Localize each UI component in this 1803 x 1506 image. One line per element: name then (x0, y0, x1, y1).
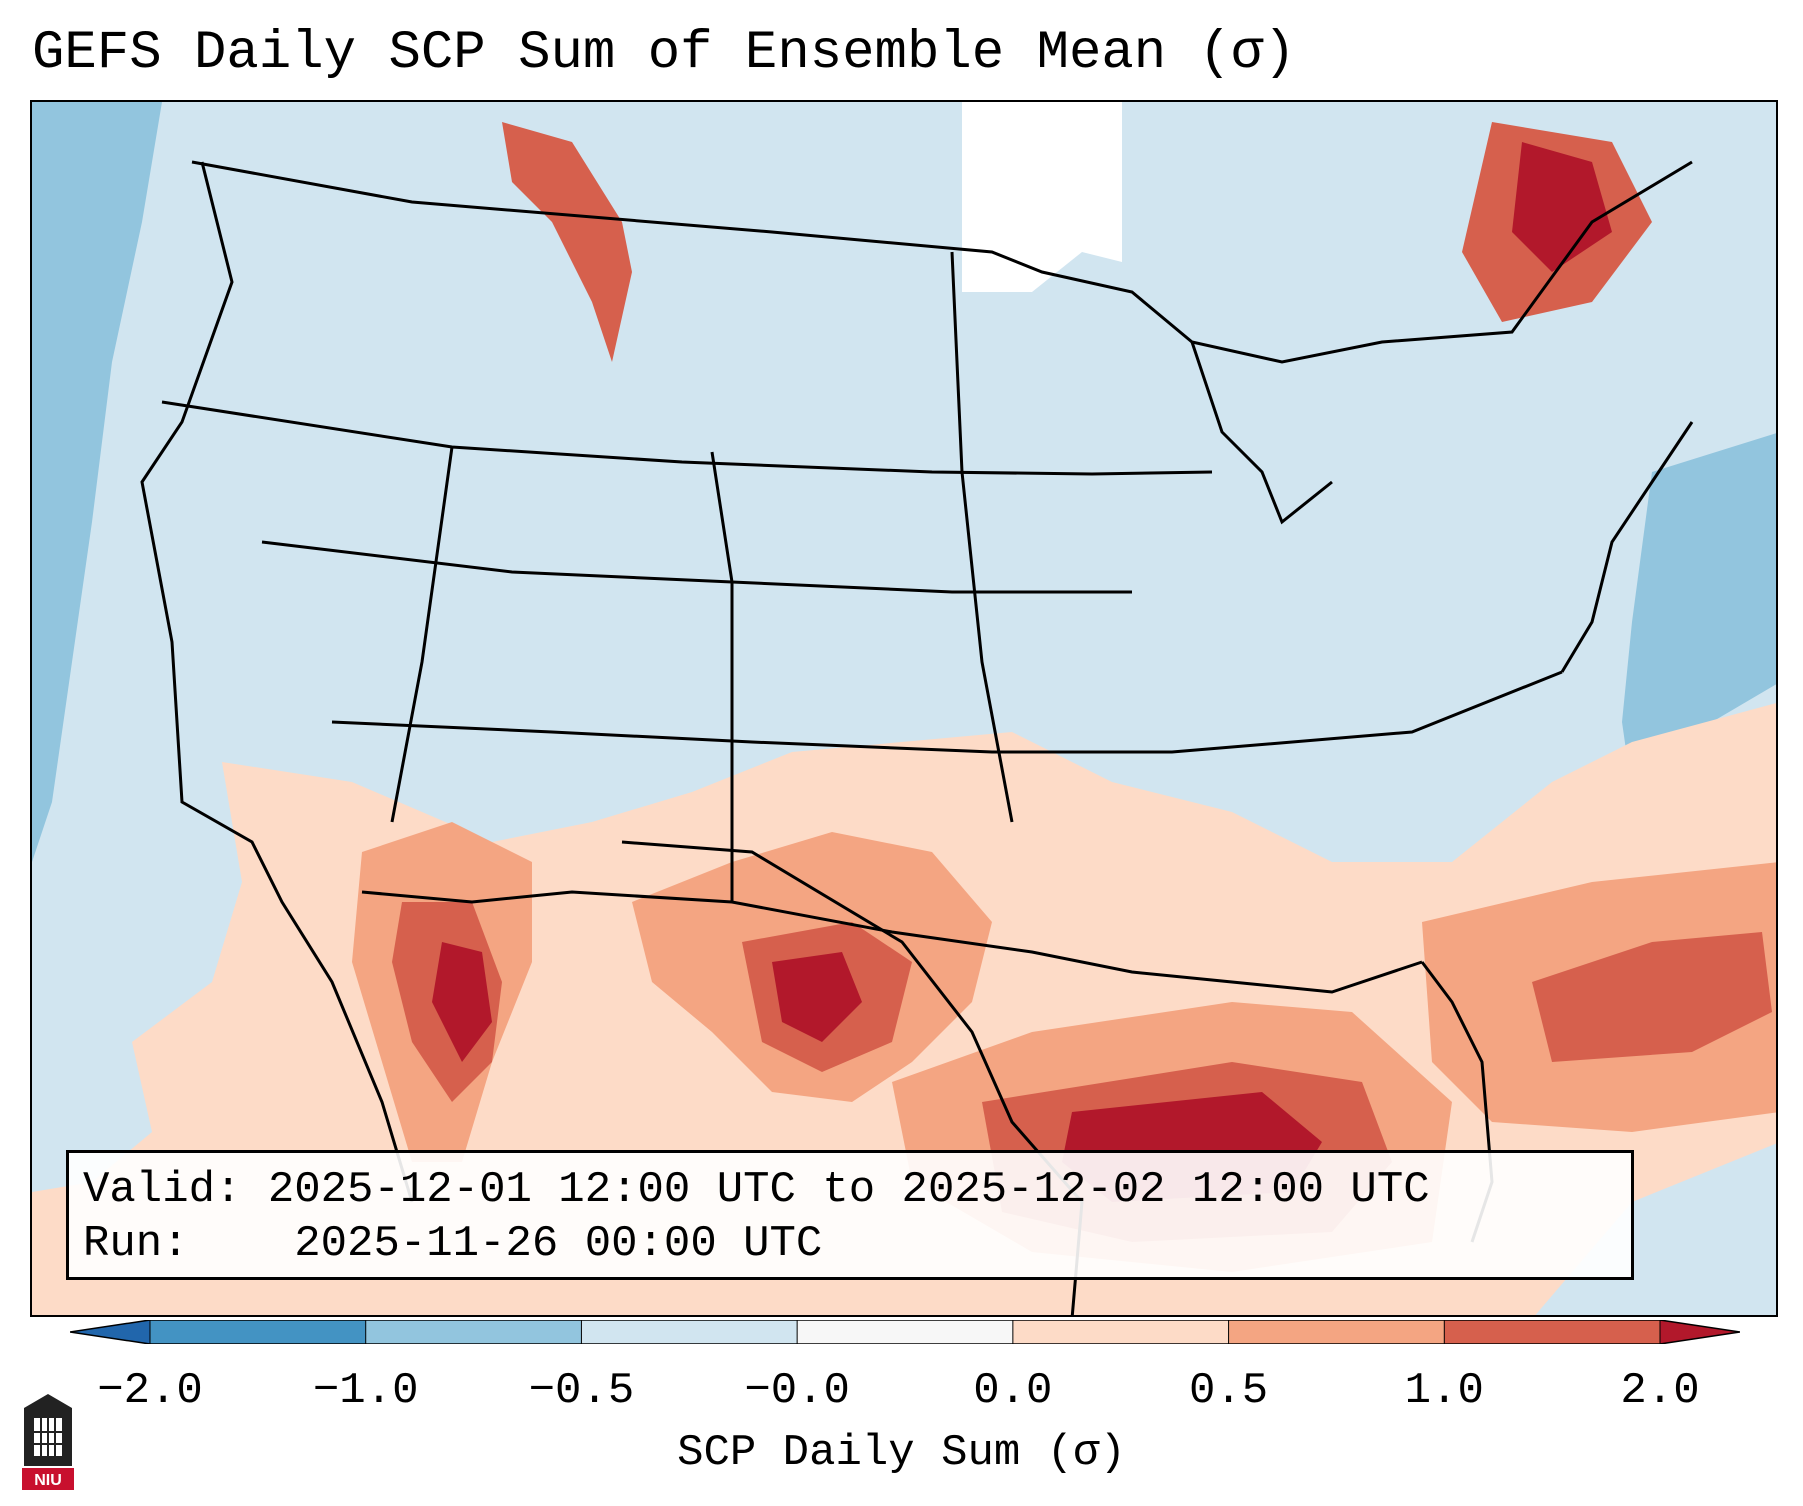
valid-label: Valid: (83, 1165, 242, 1215)
colorbar-bin (797, 1320, 1014, 1344)
valid-value: 2025-12-01 12:00 UTC to 2025-12-02 12:00… (267, 1165, 1430, 1215)
state-line-vertical-3 (390, 446, 454, 823)
max-region-quebec (1512, 142, 1612, 272)
colorbar-tick-label: −1.0 (312, 1366, 419, 1416)
pacific-negative-region (32, 102, 162, 862)
colorbar-tick-label: −0.0 (744, 1366, 850, 1416)
valid-line: Valid: 2025-12-01 12:00 UTC to 2025-12-0… (83, 1163, 1617, 1217)
high-region-montana (502, 122, 632, 362)
logo-banner (22, 1468, 74, 1490)
zero-region (962, 102, 1122, 292)
run-value: 2025-11-26 00:00 UTC (294, 1219, 823, 1269)
scp-map (32, 102, 1776, 1315)
state-line-vertical-2 (950, 251, 1014, 823)
run-label: Run: (83, 1219, 189, 1269)
colorbar-bin (581, 1320, 798, 1344)
max-region-texas (772, 952, 862, 1042)
colorbar-bin (1012, 1320, 1230, 1344)
colorbar-tick-label: 2.0 (1620, 1366, 1700, 1416)
colorbar-bin (1228, 1320, 1445, 1344)
atlantic-negative-region (1622, 433, 1776, 802)
colorbar (70, 1320, 1740, 1344)
colorbar-tick-label: 0.0 (973, 1366, 1053, 1416)
run-line: Run: 2025-11-26 00:00 UTC (83, 1217, 1617, 1271)
max-region-southwest (432, 942, 492, 1062)
map-panel (30, 100, 1778, 1317)
colorbar-bin (150, 1320, 367, 1344)
niu-logo-icon: NIU (22, 1394, 74, 1490)
colorbar-over-extension (1660, 1320, 1740, 1344)
logo-text: NIU (34, 1472, 62, 1489)
great-lakes-outline (1190, 341, 1333, 525)
high-region-atlantic (1532, 932, 1772, 1062)
colorbar-bin (1444, 1320, 1661, 1344)
colorbar-title: SCP Daily Sum (σ) (677, 1428, 1126, 1478)
info-box: Valid: 2025-12-01 12:00 UTC to 2025-12-0… (66, 1150, 1634, 1280)
plot-title: GEFS Daily SCP Sum of Ensemble Mean (σ) (32, 23, 1296, 84)
colorbar-tick-label: 1.0 (1404, 1366, 1484, 1416)
colorbar-under-extension (70, 1320, 150, 1344)
state-line-south (331, 670, 1563, 754)
gulf-coast-line (361, 890, 1423, 994)
colorbar-bin (365, 1320, 582, 1344)
northern-border-line (191, 160, 1693, 364)
state-line-vertical-1 (710, 451, 734, 902)
east-coast-line (1560, 421, 1694, 673)
colorbar-tick-label: 0.5 (1188, 1366, 1269, 1416)
west-coast-line (140, 161, 414, 1203)
colorbar-tick-label: −2.0 (97, 1366, 203, 1416)
colorbar-tick-label: −0.5 (528, 1366, 635, 1416)
state-line-north (161, 400, 1213, 476)
